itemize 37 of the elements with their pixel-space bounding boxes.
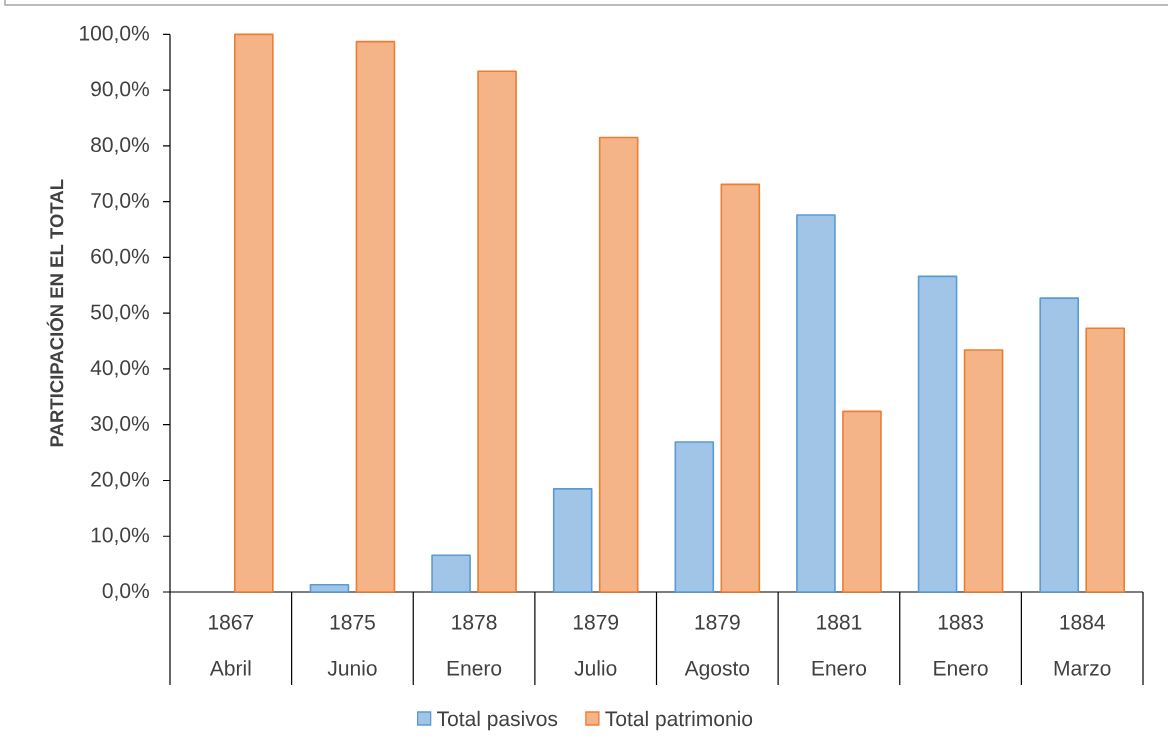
bar (720, 183, 761, 593)
category-label: 1881 Enero (812, 614, 867, 676)
y-tick-label: 60,0% (91, 248, 149, 267)
category-label: 1879 Agosto (684, 614, 750, 680)
category-label: 1879 Julio (573, 614, 619, 676)
y-tick-label: 100,0% (80, 25, 149, 44)
bar (355, 40, 396, 593)
legend-label: Total patrimonio (605, 710, 753, 731)
bar (552, 488, 593, 593)
y-tick-label: 80,0% (91, 137, 149, 155)
bar (917, 275, 958, 593)
bar (842, 410, 882, 593)
bar (431, 554, 471, 593)
y-tick-label: 0,0% (102, 583, 149, 601)
bar (309, 583, 350, 593)
category-label: 1884 Marzo (1054, 614, 1111, 676)
category-label: 1875 Junio (327, 614, 377, 676)
category-label: 1867 Abril (209, 614, 254, 676)
y-tick-label: 10,0% (91, 527, 149, 545)
y-tick-label: 90,0% (91, 81, 149, 99)
legend-label: Total pasivos (437, 710, 558, 731)
bar (796, 214, 836, 593)
bar (477, 70, 517, 593)
y-tick-label: 50,0% (91, 304, 149, 322)
y-tick-label: 20,0% (91, 471, 149, 490)
bar (598, 136, 639, 593)
bar (1039, 297, 1079, 593)
y-axis-title: PARTICIPACIÓN EN EL TOTAL (46, 179, 64, 447)
bar (963, 349, 1004, 593)
y-tick-label: 40,0% (90, 360, 149, 378)
bar (234, 33, 274, 593)
category-label: 1883 Enero (934, 614, 988, 676)
y-tick-label: 30,0% (90, 416, 149, 434)
bar (674, 441, 715, 593)
bar (1085, 327, 1125, 593)
category-label: 1878 Enero (447, 614, 502, 676)
y-tick-label: 70,0% (91, 193, 149, 211)
